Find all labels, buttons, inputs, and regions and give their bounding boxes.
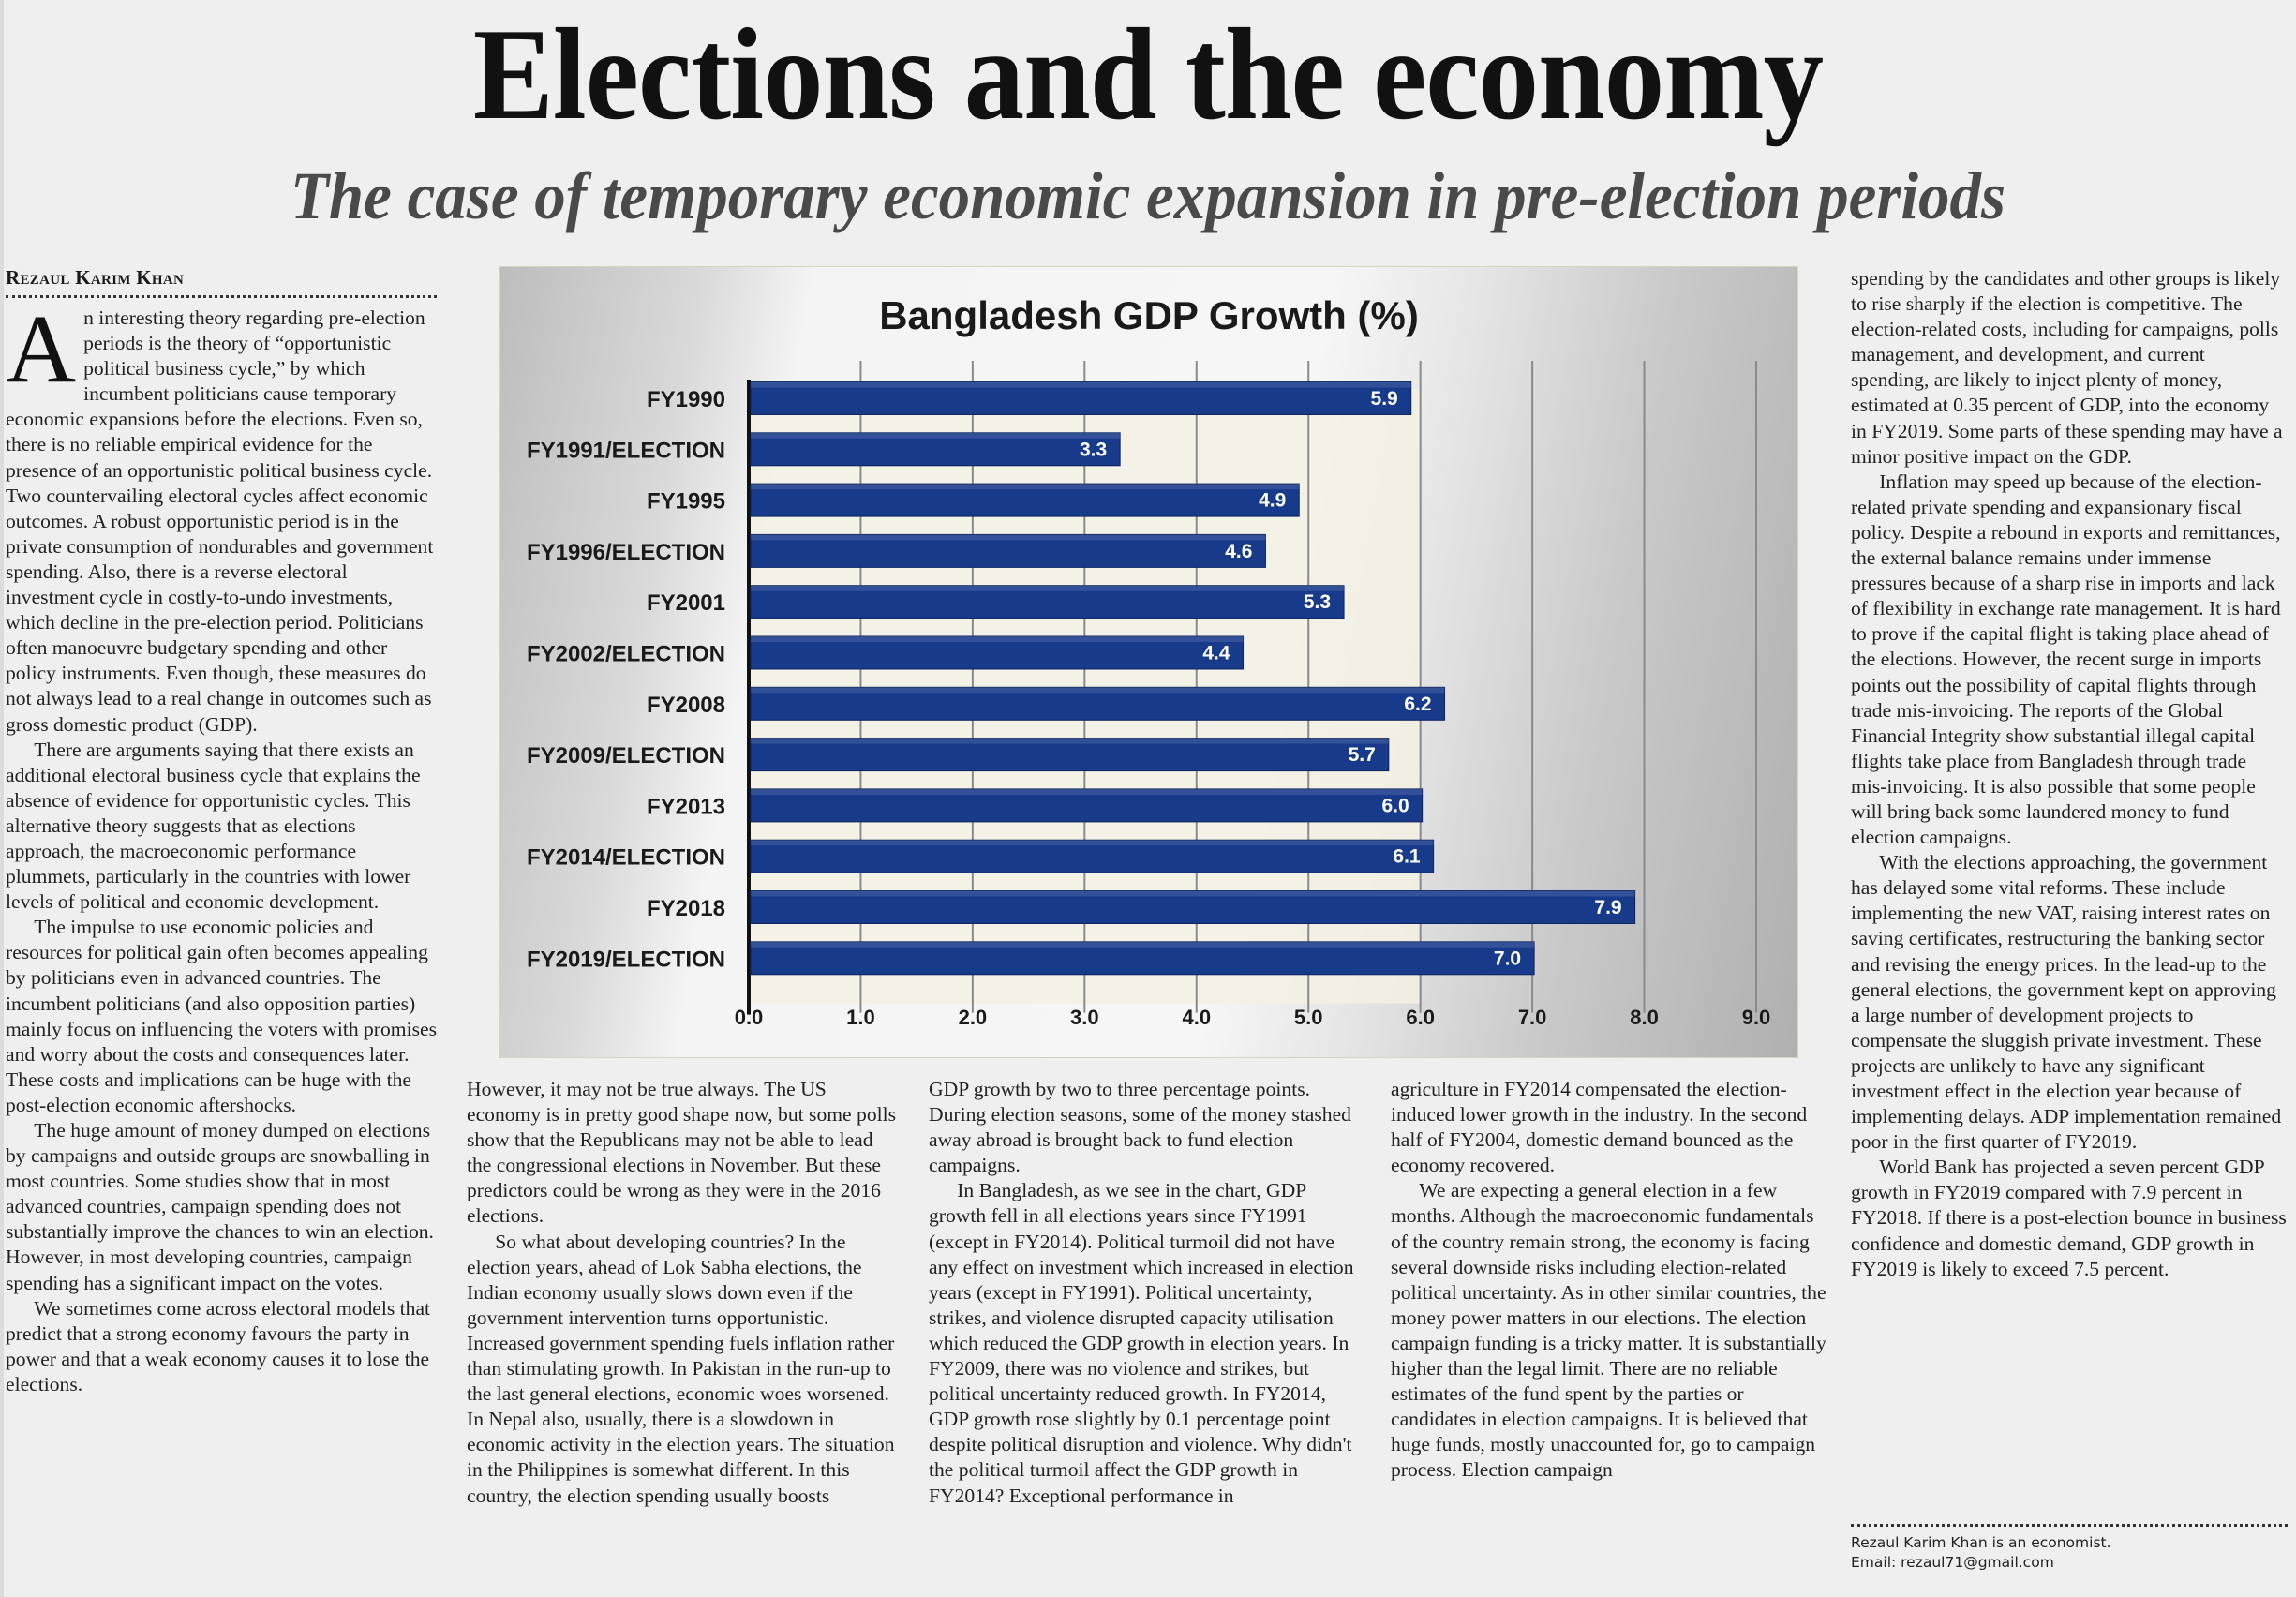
bar-highlight — [751, 941, 1535, 948]
author-bio: Rezaul Karim Khan is an economist. — [1851, 1534, 2111, 1551]
paragraph: spending by the candidates and other gro… — [1851, 267, 2283, 468]
category-label: FY1990 — [647, 387, 725, 412]
bar-highlight — [751, 484, 1300, 490]
category-label: FY1995 — [647, 489, 725, 515]
author-note: Rezaul Karim Khan is an economist. Email… — [1851, 1533, 2111, 1573]
bar-highlight — [751, 432, 1121, 439]
byline: Rezaul Karim Khan — [6, 266, 185, 289]
bar — [750, 890, 1636, 924]
category-label: FY2018 — [647, 896, 725, 921]
bar — [750, 533, 1266, 568]
bar-highlight — [751, 585, 1345, 591]
bar — [750, 585, 1345, 619]
category-label: FY2002/ELECTION — [527, 642, 725, 667]
category-label: FY2013 — [647, 794, 725, 819]
article-column-2: However, it may not be true always. The … — [467, 1077, 898, 1509]
author-email: Email: rezaul71@gmail.com — [1851, 1554, 2054, 1571]
gdp-growth-chart: Bangladesh GDP Growth (%) 5.9 3.3 4.9 4.6 5.… — [499, 266, 1798, 1058]
drop-cap: A — [6, 295, 77, 403]
paragraph: We are expecting a general election in a… — [1391, 1179, 1826, 1482]
x-tick-label: 3.0 — [1070, 1006, 1099, 1029]
footer-divider — [1851, 1524, 2288, 1527]
bar-value-label: 5.7 — [1349, 744, 1376, 766]
bar-highlight — [751, 738, 1389, 744]
bar — [750, 738, 1390, 772]
byline-divider — [6, 295, 437, 298]
x-tick-label: 9.0 — [1742, 1006, 1771, 1029]
bar-highlight — [751, 687, 1445, 694]
category-label: FY2001 — [647, 590, 725, 616]
paragraph: The impulse to use economic policies and… — [6, 916, 437, 1116]
bar-value-label: 5.9 — [1371, 388, 1398, 410]
chart-bars: 5.9 3.3 4.9 4.6 5.3 4.4 6.2 5.7 6.0 6.1 7.9 7.0 — [750, 381, 1636, 976]
paragraph: There are arguments saying that there ex… — [6, 738, 421, 914]
bar-value-label: 4.4 — [1202, 643, 1230, 664]
chart-tick-labels: 0.0 1.0 2.0 3.0 4.0 5.0 6.0 7.0 8.0 9.0 — [735, 1006, 1771, 1029]
bar-value-label: 6.2 — [1404, 694, 1431, 715]
paragraph: With the elections approaching, the gove… — [1851, 851, 2282, 1154]
bar-value-label: 4.6 — [1225, 541, 1252, 562]
paragraph: So what about developing countries? In t… — [467, 1230, 895, 1507]
bar-value-label: 6.1 — [1393, 846, 1421, 868]
bar-highlight — [751, 840, 1434, 846]
paragraph: Inflation may speed up because of the el… — [1851, 470, 2281, 849]
bar — [750, 381, 1412, 415]
bar-highlight — [751, 788, 1423, 795]
paragraph: World Bank has projected a seven percent… — [1851, 1156, 2287, 1280]
bar-value-label: 5.3 — [1304, 591, 1331, 613]
x-tick-label: 2.0 — [959, 1006, 988, 1029]
bar — [750, 941, 1535, 976]
bar-value-label: 4.9 — [1259, 490, 1286, 512]
bar-highlight — [751, 534, 1266, 541]
bar — [750, 635, 1245, 670]
bar-highlight — [751, 636, 1244, 642]
paragraph: However, it may not be true always. The … — [467, 1078, 897, 1228]
page-edge — [0, 0, 4, 1597]
bar-highlight — [751, 890, 1635, 897]
bar-value-label: 7.0 — [1494, 948, 1521, 969]
bar — [750, 483, 1300, 517]
category-label: FY1996/ELECTION — [527, 540, 725, 565]
x-tick-label: 5.0 — [1294, 1006, 1323, 1029]
paragraph: We sometimes come across electoral model… — [6, 1296, 431, 1396]
chart-canvas: Bangladesh GDP Growth (%) 5.93.34.94.65.… — [527, 293, 1771, 1029]
category-label: FY2009/ELECTION — [527, 743, 725, 769]
x-tick-label: 1.0 — [846, 1006, 875, 1029]
x-tick-label: 6.0 — [1406, 1006, 1435, 1029]
subheadline: The case of temporary economic expansion… — [290, 158, 2006, 233]
x-tick-label: 4.0 — [1182, 1006, 1211, 1029]
bar-value-label: 7.9 — [1594, 897, 1621, 918]
article-column-5: spending by the candidates and other gro… — [1851, 266, 2287, 1282]
bar-value-label: 3.3 — [1080, 439, 1107, 460]
bar-value-label: 6.0 — [1381, 795, 1409, 816]
x-tick-label: 8.0 — [1630, 1006, 1659, 1029]
x-tick-label: 0.0 — [735, 1006, 764, 1029]
bar — [750, 686, 1446, 721]
chart-category-labels: FY1990 FY1991/ELECTION FY1995 FY1996/ELECTI… — [527, 387, 725, 972]
paragraph: The huge amount of money dumped on elect… — [6, 1119, 434, 1294]
article-column-3: GDP growth by two to three percentage po… — [929, 1077, 1367, 1509]
headline: Elections and the economy — [472, 2, 1824, 147]
bar — [750, 788, 1424, 823]
category-label: FY2008 — [647, 693, 725, 718]
chart-title: Bangladesh GDP Growth (%) — [879, 293, 1419, 337]
category-label: FY2019/ELECTION — [527, 947, 725, 972]
article-column-4: agriculture in FY2014 compensated the el… — [1391, 1077, 1829, 1484]
x-tick-label: 7.0 — [1518, 1006, 1547, 1029]
bar-highlight — [751, 381, 1411, 388]
category-label: FY2014/ELECTION — [527, 845, 725, 871]
paragraph: GDP growth by two to three percentage po… — [929, 1078, 1351, 1177]
paragraph: agriculture in FY2014 compensated the el… — [1391, 1078, 1808, 1177]
category-label: FY1991/ELECTION — [527, 438, 725, 463]
bar — [750, 432, 1121, 467]
bar — [750, 839, 1435, 873]
paragraph: In Bangladesh, as we see in the chart, G… — [929, 1179, 1354, 1507]
